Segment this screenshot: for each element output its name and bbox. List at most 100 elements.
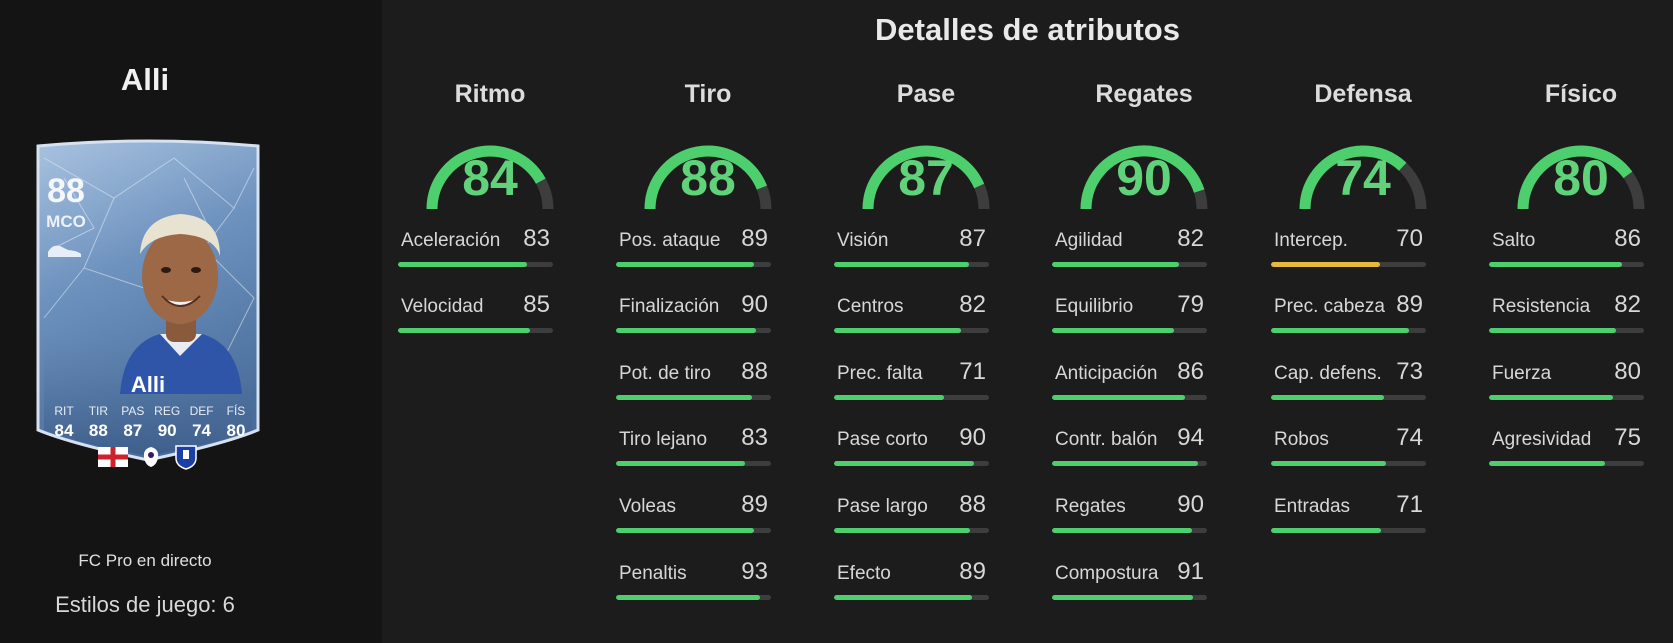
card-stat: PAS 87: [117, 404, 149, 441]
attribute-row: Fuerza 80: [1489, 353, 1649, 415]
attribute-column-fisico: Físico 80: [1501, 80, 1661, 210]
attribute-bar-fill: [616, 595, 761, 600]
attribute-label: Visión: [837, 230, 889, 251]
card-stat-value: 84: [54, 421, 74, 440]
attribute-bar-fill: [1052, 528, 1192, 533]
card-stat-value: 88: [88, 421, 108, 440]
attribute-bar-track: [1052, 262, 1207, 267]
attribute-bar-track: [1052, 395, 1207, 400]
attribute-row: Equilibrio 79: [1052, 286, 1212, 348]
attribute-bar-track: [616, 328, 771, 333]
attribute-bar-fill: [1271, 461, 1386, 466]
category-title: Pase: [896, 80, 956, 108]
category-gauge: 74: [1283, 109, 1443, 210]
attribute-bar-fill: [834, 262, 969, 267]
category-value: 80: [1553, 150, 1609, 206]
attribute-bar-track: [1052, 461, 1207, 466]
card-stat-label: DEF: [189, 404, 214, 418]
attribute-value: 88: [959, 491, 986, 518]
attribute-column-regates: Regates 90: [1064, 80, 1224, 210]
attribute-value: 86: [1614, 225, 1641, 252]
gauge-arc: [644, 145, 772, 210]
attribute-label: Voleas: [619, 496, 677, 517]
attribute-bar-track: [1052, 528, 1207, 533]
attribute-value: 71: [1396, 491, 1423, 518]
attribute-bar-fill: [1052, 461, 1198, 466]
attribute-bar-track: [1489, 461, 1644, 466]
gauge-fill: [1080, 145, 1205, 210]
card-player-name: Alli: [130, 372, 166, 397]
attribute-bar-track: [1271, 395, 1426, 400]
attribute-value: 70: [1396, 225, 1423, 252]
attribute-column-ritmo: Ritmo 84: [410, 80, 570, 210]
attribute-value: 90: [959, 424, 986, 451]
attribute-value: 85: [523, 291, 550, 318]
card-stat-label: FÍS: [226, 404, 246, 418]
attribute-row: Prec. cabeza 89: [1271, 286, 1431, 348]
club-crest-icon: [175, 445, 197, 470]
playstyles-count[interactable]: Estilos de juego: 6: [55, 592, 235, 617]
attribute-row: Resistencia 82: [1489, 286, 1649, 348]
gauge-arc: [1517, 145, 1645, 210]
attribute-bar-fill: [616, 262, 754, 267]
attribute-bar-track: [616, 262, 771, 267]
attribute-row: Agresividad 75: [1489, 419, 1649, 481]
attribute-column-defensa: Defensa 74: [1283, 80, 1443, 210]
card-stat: REG 90: [151, 404, 183, 441]
attribute-row: Agilidad 82: [1052, 220, 1212, 282]
attribute-label: Robos: [1274, 429, 1329, 450]
attribute-row: Salto 86: [1489, 220, 1649, 282]
gauge-fill: [644, 145, 768, 210]
category-title: Ritmo: [454, 80, 526, 108]
attribute-bar-track: [398, 262, 553, 267]
category-title: Defensa: [1314, 80, 1412, 108]
player-card[interactable]: 88 MCO Alli RIT 84 TIR 88 PAS 87 REG 90 DEF 7…: [24, 138, 272, 492]
attribute-bar-fill: [616, 395, 753, 400]
attribute-row: Pase corto 90: [834, 419, 994, 481]
attribute-value: 83: [523, 225, 550, 252]
attribute-row: Cap. defens. 73: [1271, 353, 1431, 415]
attribute-bar-fill: [1489, 395, 1613, 400]
attribute-bar-fill: [616, 328, 756, 333]
attribute-bar-track: [1489, 328, 1644, 333]
gauge-arc: [426, 145, 554, 210]
attribute-bar-track: [1489, 262, 1644, 267]
attribute-label: Anticipación: [1055, 363, 1158, 384]
attribute-bar-fill: [1271, 528, 1382, 533]
attribute-row: Tiro lejano 83: [616, 419, 776, 481]
gauge-fill: [1517, 145, 1633, 210]
attribute-bar-fill: [1489, 328, 1617, 333]
attribute-label: Salto: [1492, 230, 1536, 251]
attribute-bar-fill: [834, 528, 971, 533]
card-stat-label: REG: [154, 404, 181, 418]
card-stat-label: RIT: [54, 404, 74, 418]
page-title: Detalles de atributos: [875, 12, 1180, 47]
england-flag-icon: [98, 447, 128, 467]
attribute-bar-track: [1052, 595, 1207, 600]
attribute-label: Pos. ataque: [619, 230, 721, 251]
attribute-bar-track: [834, 328, 989, 333]
attribute-bar-track: [1052, 328, 1207, 333]
attribute-bar-track: [1271, 328, 1426, 333]
gauge-arc: [1080, 145, 1208, 210]
attribute-bar-track: [1489, 395, 1644, 400]
attribute-label: Fuerza: [1492, 363, 1552, 384]
attribute-label: Prec. falta: [837, 363, 923, 384]
gauge-arc: [862, 145, 990, 210]
category-value: 74: [1335, 150, 1391, 206]
attribute-value: 88: [741, 358, 768, 385]
card-stat-label: TIR: [88, 404, 109, 418]
attribute-label: Centros: [837, 296, 904, 317]
attribute-row: Contr. balón 94: [1052, 419, 1212, 481]
attribute-row: Pot. de tiro 88: [616, 353, 776, 415]
card-badges: [24, 444, 272, 470]
attribute-bar-fill: [1052, 328, 1175, 333]
attribute-value: 93: [741, 558, 768, 585]
category-value: 90: [1116, 150, 1172, 206]
attribute-bar-track: [834, 395, 989, 400]
card-stat-value: 87: [123, 421, 143, 440]
attribute-label: Pase largo: [837, 496, 928, 517]
attribute-value: 89: [741, 491, 768, 518]
attribute-row: Entradas 71: [1271, 486, 1431, 548]
attribute-bar-track: [834, 262, 989, 267]
